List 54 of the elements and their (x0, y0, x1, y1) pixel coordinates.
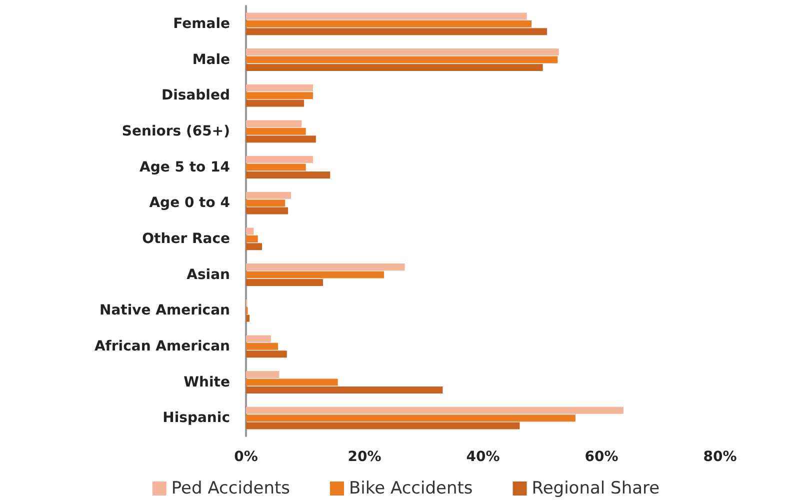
bar (246, 350, 287, 358)
bar (246, 128, 306, 135)
y-tick-label: Hispanic (162, 410, 230, 426)
y-tick-label: African American (94, 338, 230, 354)
bar (246, 48, 559, 56)
bar (246, 335, 271, 342)
legend-label: Bike Accidents (349, 478, 473, 498)
y-tick-label: White (184, 374, 230, 390)
bar (246, 243, 262, 250)
bar (246, 235, 258, 242)
bar (246, 20, 532, 28)
bar (246, 414, 576, 422)
bar (246, 192, 292, 199)
y-tick-label: Native American (100, 302, 230, 319)
bar (246, 84, 313, 92)
x-tick-label: 80% (703, 449, 737, 465)
bar (246, 342, 278, 350)
bar (246, 136, 316, 143)
bar (246, 56, 558, 64)
y-tick-label: Female (173, 16, 230, 32)
legend-label: Regional Share (532, 478, 660, 498)
bar (246, 371, 280, 378)
x-tick-label: 20% (348, 449, 382, 465)
y-tick-label: Age 5 to 14 (139, 159, 230, 176)
bar (246, 228, 254, 235)
y-tick-label: Male (192, 52, 230, 68)
bar (246, 386, 443, 394)
bar (246, 171, 330, 178)
bar (246, 28, 547, 36)
bar (246, 100, 304, 107)
bar (246, 422, 520, 430)
bar (246, 278, 324, 286)
bar (246, 207, 288, 214)
x-tick-label: 60% (584, 449, 618, 465)
bar (246, 64, 543, 71)
bar (246, 314, 250, 322)
legend-label: Ped Accidents (171, 478, 290, 498)
y-tick-label: Asian (186, 266, 230, 283)
bar (246, 406, 624, 414)
y-tick-label: Disabled (161, 88, 230, 104)
bar (246, 92, 313, 100)
bar (246, 156, 313, 164)
bar (246, 12, 527, 20)
bar (246, 378, 338, 386)
y-tick-label: Age 0 to 4 (149, 195, 230, 212)
bar (246, 271, 384, 278)
y-tick-label: Other Race (142, 230, 230, 247)
bar (246, 164, 306, 171)
bar (246, 264, 405, 271)
x-tick-label: 0% (234, 449, 258, 465)
bar (246, 120, 302, 128)
bar (246, 200, 286, 207)
y-tick-label: Seniors (65+) (122, 123, 230, 140)
x-tick-label: 40% (466, 449, 500, 465)
